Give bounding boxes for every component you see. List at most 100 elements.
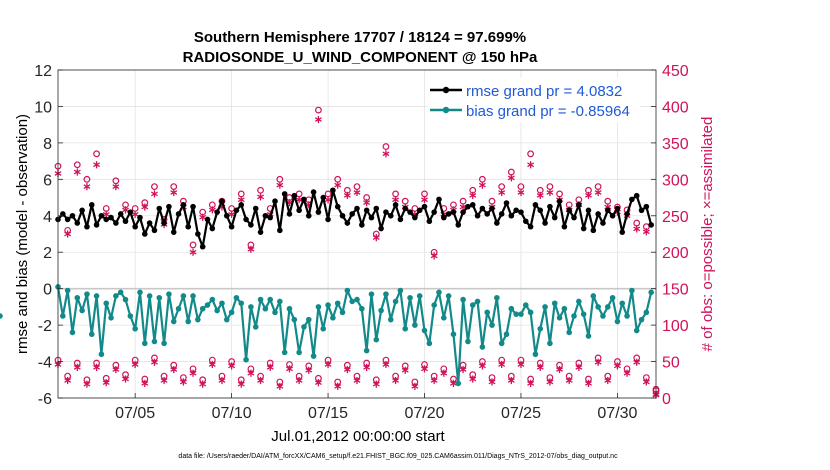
bias-point bbox=[349, 298, 355, 305]
bias-point bbox=[585, 333, 592, 339]
rmse-point bbox=[556, 198, 563, 204]
rmse-point bbox=[238, 202, 245, 208]
obs-assimilated-low-marker bbox=[112, 365, 120, 374]
obs-possible-marker bbox=[112, 177, 120, 185]
x-axis-ticks: 07/05 07/10 07/15 07/20 07/25 07/30 bbox=[115, 393, 638, 422]
obs-assimilated-low-marker bbox=[546, 378, 554, 386]
rmse-point bbox=[103, 216, 110, 223]
obs-possible-marker bbox=[83, 175, 91, 183]
rmse-point bbox=[643, 203, 650, 210]
obs-possible-marker bbox=[295, 190, 303, 198]
bias-point bbox=[228, 309, 235, 316]
bias-point bbox=[291, 316, 298, 323]
bias-point bbox=[170, 318, 177, 325]
rmse-point bbox=[407, 209, 413, 215]
rmse-point bbox=[291, 192, 298, 199]
rmse-point bbox=[252, 205, 259, 212]
rmse-point bbox=[412, 214, 418, 221]
rmse-point bbox=[469, 202, 476, 208]
obs-possible-marker bbox=[73, 161, 81, 169]
bias-point bbox=[489, 322, 495, 328]
rmse-point bbox=[315, 209, 322, 215]
rmse-point bbox=[604, 207, 611, 214]
y-tick-label: 4 bbox=[43, 209, 52, 226]
obs-possible-marker bbox=[556, 190, 563, 198]
obs-assimilated-low-marker bbox=[633, 358, 641, 366]
rmse-point bbox=[223, 212, 230, 219]
y2-tick-label: 450 bbox=[662, 63, 689, 80]
bias-point bbox=[103, 300, 110, 307]
y-tick-label: 6 bbox=[43, 172, 52, 189]
rmse-point bbox=[600, 220, 606, 226]
rmse-point bbox=[445, 211, 452, 217]
obs-assimilated-low-marker bbox=[642, 378, 650, 386]
rmse-point bbox=[185, 223, 192, 230]
rmse-point bbox=[262, 212, 269, 219]
obs-assimilated-marker bbox=[642, 228, 650, 236]
bias-series bbox=[0, 284, 654, 387]
obs-possible-marker bbox=[411, 205, 419, 212]
rmse-point bbox=[151, 227, 158, 234]
bias-point bbox=[402, 325, 409, 332]
rmse-point bbox=[513, 207, 519, 214]
obs-assimilated-low-marker bbox=[498, 360, 506, 369]
bias-point bbox=[527, 309, 534, 316]
rmse-point bbox=[619, 229, 626, 235]
rmse-point bbox=[209, 225, 216, 232]
rmse-point bbox=[537, 207, 544, 214]
rmse-point bbox=[638, 207, 645, 214]
obs-markers bbox=[54, 106, 660, 399]
legend-bias-label: bias grand pr = -0.85964 bbox=[466, 103, 630, 120]
obs-assimilated-low-marker bbox=[392, 376, 400, 385]
obs-assimilated-low-marker bbox=[257, 376, 265, 385]
legend-bias-marker bbox=[442, 106, 450, 114]
bias-point bbox=[344, 287, 351, 294]
bias-point bbox=[286, 305, 293, 312]
obs-assimilated-low-marker bbox=[604, 376, 612, 385]
bias-point bbox=[363, 347, 370, 354]
rmse-point bbox=[296, 207, 302, 214]
obs-possible-marker bbox=[93, 150, 100, 158]
rmse-point bbox=[547, 203, 553, 210]
rmse-point bbox=[272, 198, 278, 204]
obs-assimilated-marker bbox=[73, 168, 81, 176]
obs-assimilated-low-marker bbox=[382, 360, 390, 369]
obs-assimilated-marker bbox=[199, 213, 207, 221]
y2-tick-label: 0 bbox=[662, 391, 671, 408]
obs-assimilated-marker bbox=[363, 199, 371, 207]
obs-assimilated-low-marker bbox=[343, 365, 351, 374]
obs-assimilated-low-marker bbox=[613, 362, 621, 370]
rmse-point bbox=[561, 223, 568, 230]
bias-point bbox=[117, 289, 124, 296]
footnote: data file: /Users/raeder/DAI/ATM_forcXX/… bbox=[178, 453, 618, 460]
obs-assimilated-marker bbox=[170, 188, 178, 197]
rmse-point bbox=[363, 207, 370, 214]
obs-assimilated-low-marker bbox=[93, 363, 101, 371]
obs-assimilated-low-marker bbox=[228, 362, 236, 370]
obs-assimilated-low-marker bbox=[623, 369, 631, 377]
obs-assimilated-low-marker bbox=[150, 358, 158, 366]
obs-assimilated-low-marker bbox=[353, 376, 361, 385]
obs-assimilated-marker bbox=[507, 174, 515, 182]
rmse-point bbox=[359, 222, 365, 228]
bias-point bbox=[416, 293, 423, 299]
obs-possible-marker bbox=[170, 183, 178, 191]
bias-point bbox=[498, 340, 505, 347]
bias-point bbox=[79, 307, 85, 314]
bias-point bbox=[522, 302, 529, 308]
rmse-point bbox=[310, 189, 317, 195]
bias-point bbox=[508, 305, 515, 312]
rmse-point bbox=[436, 196, 442, 203]
y-tick-label: 8 bbox=[43, 136, 52, 153]
bias-point bbox=[537, 325, 544, 332]
bias-point bbox=[223, 316, 230, 323]
y2-tick-label: 200 bbox=[662, 245, 689, 262]
rmse-point bbox=[402, 205, 409, 212]
bias-point bbox=[151, 338, 158, 345]
bias-point bbox=[387, 316, 394, 323]
bias-point bbox=[98, 351, 105, 358]
obs-assimilated-low-marker bbox=[440, 369, 448, 377]
rmse-point bbox=[330, 187, 336, 194]
bias-point bbox=[542, 304, 548, 310]
rmse-point bbox=[175, 211, 182, 217]
